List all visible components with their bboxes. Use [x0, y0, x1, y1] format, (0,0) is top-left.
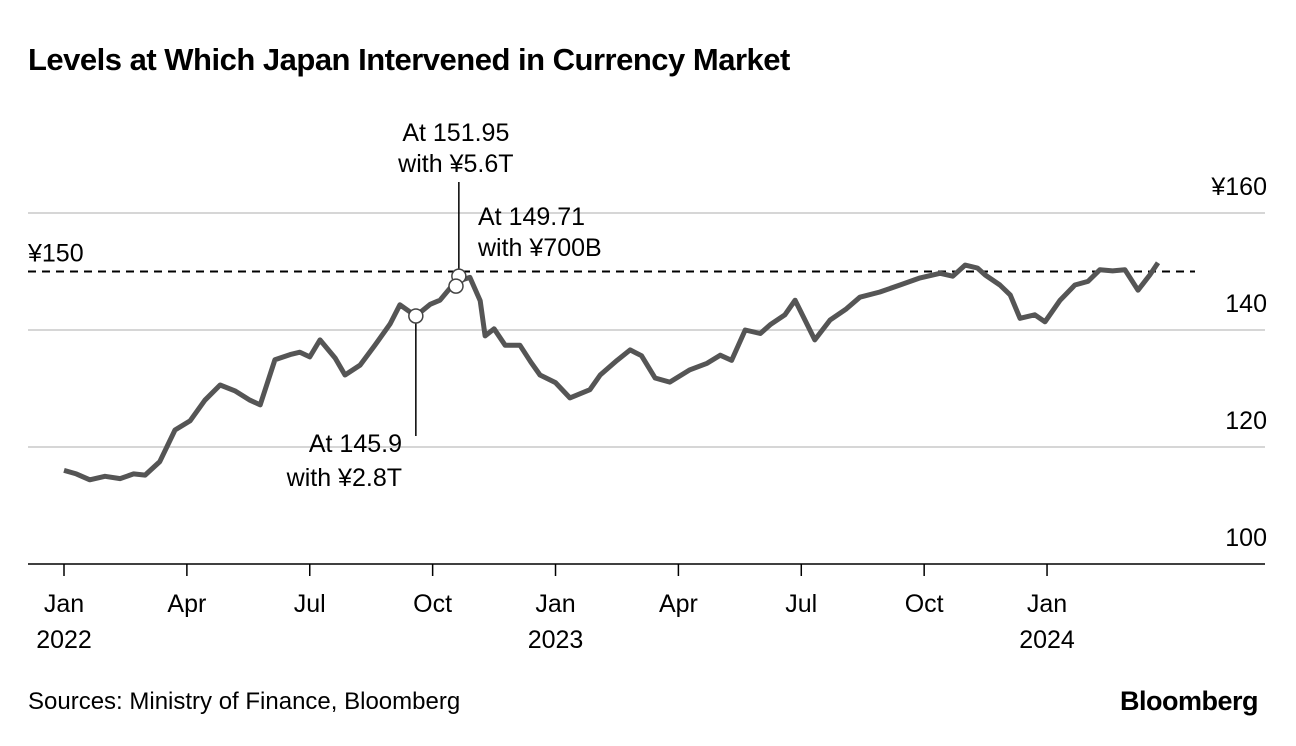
- y-tick-label: ¥160: [1210, 173, 1267, 201]
- x-tick-label: Oct: [413, 590, 452, 618]
- x-tick-label: Jan: [535, 590, 575, 618]
- source-note: Sources: Ministry of Finance, Bloomberg: [28, 688, 461, 715]
- annotation-label: with ¥2.8T: [286, 464, 402, 492]
- y-tick-label: 120: [1225, 407, 1267, 435]
- chart-title: Levels at Which Japan Intervened in Curr…: [28, 42, 790, 77]
- x-tick-label: Jul: [294, 590, 326, 618]
- intervention-marker: [408, 308, 424, 324]
- annotation-label: At 149.71: [478, 203, 585, 231]
- x-tick-label: Jan: [1027, 590, 1067, 618]
- x-tick-label: Oct: [905, 590, 944, 618]
- x-tick-label: Apr: [659, 590, 698, 618]
- x-tick-label: Jan: [44, 590, 84, 618]
- bloomberg-logo: Bloomberg: [1119, 686, 1259, 716]
- x-tick-year: 2024: [1019, 626, 1075, 654]
- y-tick-label: 140: [1225, 290, 1267, 318]
- x-tick-label: Jul: [785, 590, 817, 618]
- series-line-usdjpy: [63, 261, 1161, 483]
- x-tick-year: 2023: [528, 626, 584, 654]
- annotation-label: with ¥700B: [477, 234, 602, 262]
- intervention-marker: [448, 278, 464, 294]
- annotation-label: At 145.9: [309, 430, 402, 458]
- annotation-label: with ¥5.6T: [397, 150, 513, 178]
- y-tick-label: 100: [1225, 524, 1267, 552]
- reference-line-label: ¥150: [27, 240, 84, 268]
- x-tick-year: 2022: [36, 626, 92, 654]
- x-tick-label: Apr: [167, 590, 206, 618]
- annotation-label: At 151.95: [402, 119, 509, 147]
